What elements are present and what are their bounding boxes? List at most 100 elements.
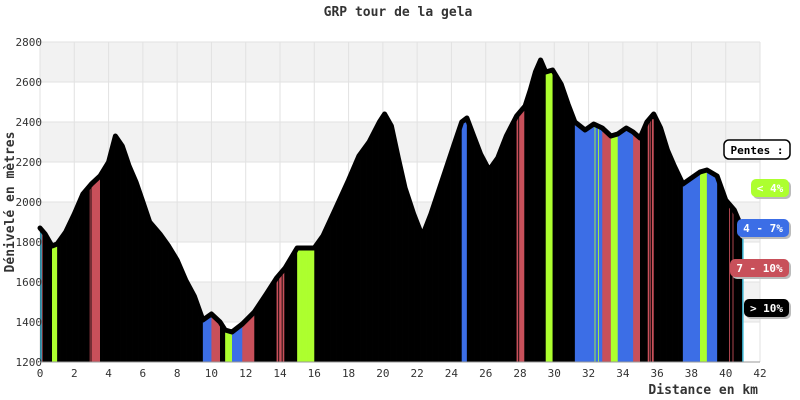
slope-stripe [239,325,241,362]
slope-stripe [233,330,235,362]
slope-stripe [556,77,559,362]
slope-stripe [517,114,519,362]
x-tick-label: 42 [753,367,766,380]
slope-stripe [634,132,636,362]
slope-stripe [283,269,285,362]
slope-stripe [213,315,215,362]
slope-stripe [625,128,627,362]
slope-stripe [451,149,453,362]
slope-stripe [269,287,271,362]
slope-stripe [188,284,190,362]
slope-stripe [414,216,416,362]
y-tick-label: 1800 [16,236,43,249]
slope-stripe [430,211,433,362]
slope-stripe [677,173,679,362]
slope-stripe [361,151,363,362]
slope-stripe [344,187,346,362]
slope-stripe [399,161,401,362]
slope-stripe [203,318,205,362]
slope-stripe [596,125,598,362]
slope-stripe [520,111,522,362]
slope-stripe [175,257,177,362]
slope-stripe [692,176,694,362]
slope-stripe [449,154,451,362]
slope-stripe [682,183,685,362]
slope-stripe [713,174,715,362]
slope-stripe [50,243,52,362]
slope-stripe [163,238,165,362]
slope-stripe [638,136,640,362]
slope-stripe [129,166,131,362]
slope-stripe [60,238,62,362]
slope-stripe [86,189,88,362]
slope-stripe [499,151,501,362]
slope-stripe [91,183,93,362]
slope-stripe [166,242,168,362]
slope-stripe [669,154,671,362]
slope-stripe [155,229,157,362]
slope-stripe [132,174,134,362]
slope-stripe [420,231,422,362]
slope-stripe [586,128,589,362]
slope-stripe [631,131,633,362]
slope-stripe [568,106,571,362]
slope-stripe [505,136,507,362]
slope-stripe [662,133,664,362]
slope-stripe [82,194,84,362]
slope-stripe [179,266,181,362]
slope-stripe [192,292,194,362]
slope-stripe [545,71,547,362]
slope-stripe [502,144,504,362]
slope-stripe [100,174,102,362]
slope-stripe [238,326,241,362]
slope-stripe [352,170,354,362]
slope-stripe [319,239,321,362]
slope-stripe [94,180,97,362]
slope-stripe [363,149,365,362]
slope-stripe [384,114,386,362]
slope-stripe [199,310,201,362]
slope-stripe [206,317,208,362]
slope-stripe [515,116,517,362]
slope-stripe [100,173,103,362]
slope-stripe [48,240,50,362]
slope-stripe [195,298,197,362]
slope-stripe [112,145,114,362]
slope-stripe [509,127,511,363]
slope-stripe [437,190,439,362]
slope-stripe [504,138,506,362]
slope-stripe [523,107,525,362]
slope-stripe [402,176,404,362]
slope-stripe [654,115,656,362]
slope-stripe [439,185,441,362]
slope-stripe [208,315,210,362]
slope-stripe [622,130,624,362]
slope-stripe [551,70,553,362]
slope-stripe [182,272,184,362]
slope-stripe [671,160,673,362]
slope-stripe [458,129,460,362]
slope-stripe [242,323,244,362]
slope-stripe [148,217,150,362]
slope-stripe [348,178,350,362]
slope-stripe [247,318,249,362]
slope-stripe [351,172,353,362]
slope-stripe [200,312,202,362]
y-tick-label: 2600 [16,76,43,89]
slope-stripe [406,190,408,362]
slope-stripe [237,327,239,362]
slope-stripe [460,124,462,362]
slope-stripe [612,135,614,362]
y-tick-label: 2200 [16,156,43,169]
x-tick-label: 38 [685,367,698,380]
slope-stripe [706,170,708,362]
slope-stripe [673,164,675,362]
slope-stripe [693,176,695,362]
slope-stripe [197,305,199,362]
slope-stripe [739,222,741,362]
x-tick-label: 14 [273,367,287,380]
slope-stripe [167,244,169,362]
slope-stripe [387,118,389,362]
slope-stripe [718,180,721,362]
slope-stripe [345,185,347,362]
